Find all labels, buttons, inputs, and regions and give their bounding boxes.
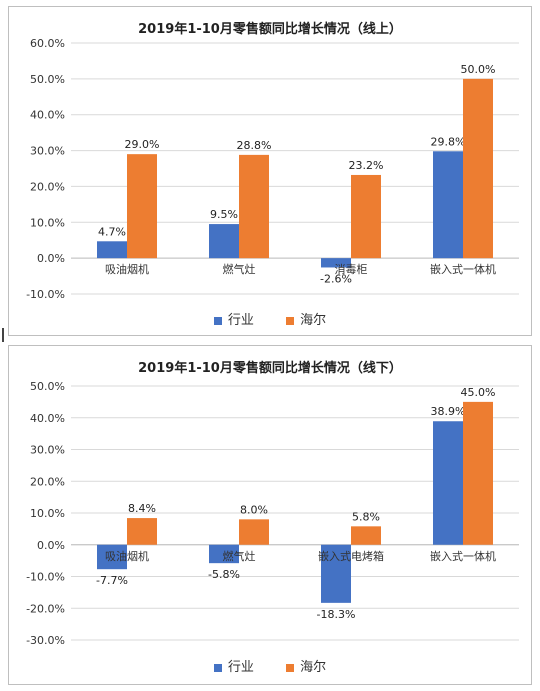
- data-label: -2.6%: [320, 272, 352, 285]
- y-tick-label: 20.0%: [30, 475, 65, 488]
- data-label: -5.8%: [208, 568, 240, 581]
- category-label: 吸油烟机: [105, 262, 149, 276]
- data-label: 29.0%: [125, 138, 160, 151]
- category-label: 嵌入式一体机: [430, 262, 496, 276]
- data-label: 5.8%: [352, 510, 380, 523]
- bar-chart-online: 60.0% 50.0% 40.0% 30.0% 20.0% 10.0% 0.0% -10.0%…: [26, 37, 519, 301]
- data-label: 28.8%: [237, 139, 272, 152]
- bar-haier: [127, 518, 157, 545]
- y-tick-label: 10.0%: [30, 507, 65, 520]
- data-label: -7.7%: [96, 574, 128, 587]
- y-tick-label: 10.0%: [30, 216, 65, 229]
- bar-industry: [433, 421, 463, 545]
- legend-label-haier: 海尔: [300, 313, 327, 328]
- bar-industry: [209, 544, 239, 564]
- chart-title: 2019年1-10月零售额同比增长情况（线上）: [138, 22, 402, 37]
- y-tick-label: 20.0%: [30, 180, 65, 193]
- data-label: 4.7%: [98, 225, 126, 238]
- chart-panel-offline: 2019年1-10月零售额同比增长情况（线下） 50.0% 40.0% 30.0% 2…: [8, 345, 532, 685]
- bar-haier: [351, 174, 381, 259]
- bar-haier: [239, 519, 269, 545]
- bar-industry: [321, 544, 351, 603]
- bar-haier: [351, 526, 381, 545]
- y-tick-label: -10.0%: [26, 288, 65, 301]
- legend: 行业 海尔: [9, 656, 531, 675]
- category-label: 燃气灶: [223, 549, 256, 563]
- legend-swatch-haier: [286, 316, 295, 325]
- bar-industry: [97, 241, 127, 259]
- bar-industry: [97, 544, 127, 570]
- bar-industry: [321, 258, 351, 268]
- legend-swatch-industry: [213, 663, 222, 672]
- data-label: 29.8%: [431, 135, 466, 148]
- bar-haier: [127, 154, 157, 259]
- data-label: 38.9%: [431, 405, 466, 418]
- y-tick-label: 30.0%: [30, 145, 65, 158]
- legend-label-industry: 行业: [227, 313, 254, 328]
- y-tick-label: 60.0%: [30, 37, 65, 50]
- data-label: 23.2%: [349, 159, 384, 172]
- category-label: 燃气灶: [223, 262, 256, 276]
- data-label: -18.3%: [317, 608, 356, 621]
- category-label: 吸油烟机: [105, 549, 149, 563]
- y-tick-label: 30.0%: [30, 444, 65, 457]
- bar-haier: [463, 78, 493, 259]
- y-tick-label: 40.0%: [30, 412, 65, 425]
- category-label: 嵌入式一体机: [430, 549, 496, 563]
- legend-item-industry: 行业: [213, 656, 254, 675]
- y-tick-label: 0.0%: [37, 252, 65, 265]
- legend-swatch-haier: [286, 663, 295, 672]
- y-tick-label: 0.0%: [37, 539, 65, 552]
- category-label: 嵌入式电烤箱: [318, 549, 384, 563]
- legend-item-haier: 海尔: [286, 656, 326, 675]
- data-label: 45.0%: [461, 386, 496, 399]
- bar-haier: [463, 401, 493, 545]
- divider-mark: [2, 328, 4, 342]
- data-label: 50.0%: [461, 63, 496, 76]
- bar-haier: [239, 154, 269, 259]
- y-tick-label: -10.0%: [26, 571, 65, 584]
- y-tick-label: 50.0%: [30, 73, 65, 86]
- legend-item-industry: 行业: [213, 309, 254, 328]
- y-tick-label: -20.0%: [26, 602, 65, 615]
- data-label: 8.4%: [128, 502, 156, 515]
- bar-chart-offline: 50.0% 40.0% 30.0% 20.0% 10.0% 0.0% -10.0% -20.0…: [26, 380, 519, 647]
- legend-label-industry: 行业: [227, 660, 254, 675]
- legend-label-haier: 海尔: [300, 660, 327, 675]
- data-label: 9.5%: [210, 208, 238, 221]
- legend-item-haier: 海尔: [286, 309, 326, 328]
- bar-industry: [433, 151, 463, 259]
- y-tick-label: -30.0%: [26, 634, 65, 647]
- legend-swatch-industry: [213, 316, 222, 325]
- y-tick-label: 50.0%: [30, 380, 65, 393]
- data-label: 8.0%: [240, 503, 268, 516]
- legend: 行业 海尔: [9, 309, 531, 328]
- bar-industry: [209, 224, 239, 259]
- chart-panel-online: 2019年1-10月零售额同比增长情况（线上） 60.0% 50.0% 40.0% 3…: [8, 6, 532, 336]
- chart-title: 2019年1-10月零售额同比增长情况（线下）: [138, 361, 402, 376]
- y-tick-label: 40.0%: [30, 109, 65, 122]
- category-label: 消毒柜: [335, 262, 368, 276]
